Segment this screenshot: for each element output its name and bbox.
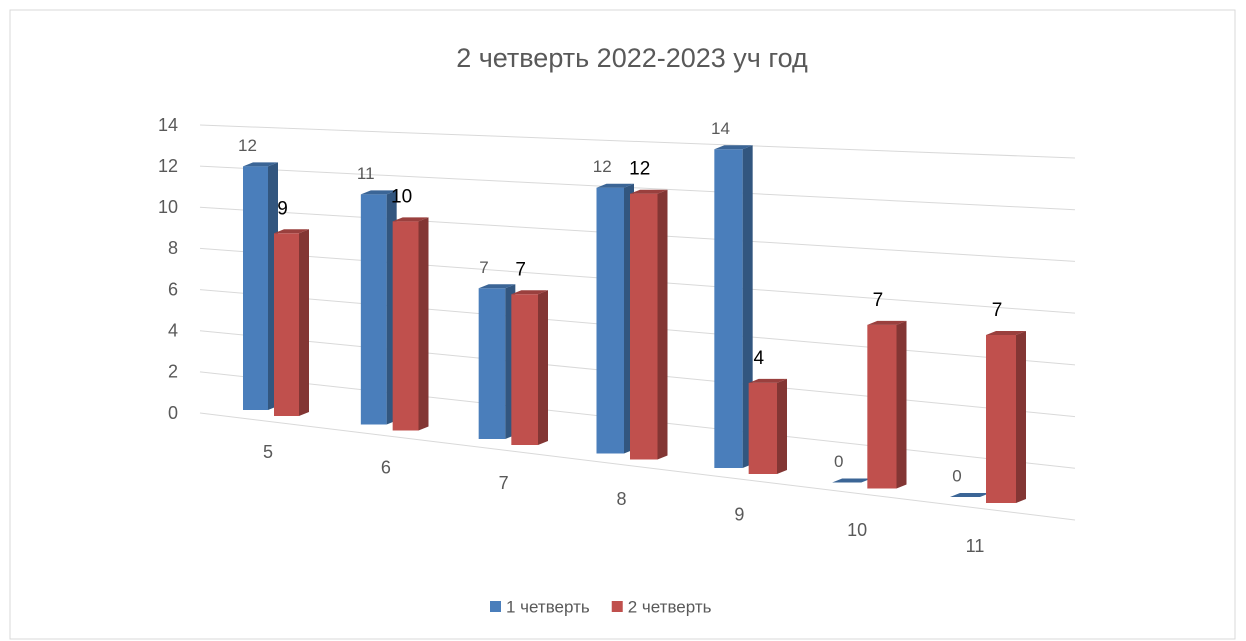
bar-front (867, 324, 897, 489)
bar (748, 378, 787, 474)
bar-front (748, 382, 777, 474)
bar-side (538, 290, 548, 445)
bar-front (714, 149, 743, 468)
data-label: 11 (357, 164, 375, 183)
bar-top (274, 229, 309, 234)
data-label: 7 (873, 290, 884, 311)
bar-top (832, 478, 872, 483)
bar-front (274, 233, 299, 416)
y-tick-label: 2 (168, 362, 178, 382)
bar-top (360, 190, 397, 195)
y-tick-label: 6 (168, 279, 178, 299)
y-tick-label: 12 (158, 156, 178, 176)
y-tick-label: 8 (168, 238, 178, 258)
bar (867, 320, 907, 489)
x-tick-label: 9 (734, 504, 744, 524)
legend-label: 1 четверть (506, 597, 590, 616)
legend-swatch (490, 601, 501, 612)
bar-top (986, 331, 1026, 335)
grid-line (199, 412, 1076, 521)
bar-top (392, 217, 429, 222)
data-label: 12 (593, 157, 612, 176)
bar-front (511, 294, 538, 445)
bar (714, 145, 753, 468)
bar (832, 478, 872, 483)
bar-front (360, 194, 387, 425)
x-tick-label: 8 (616, 489, 626, 509)
legend-label: 2 четверть (628, 597, 712, 616)
data-label: 4 (754, 348, 765, 369)
bar (392, 217, 429, 431)
bar (360, 190, 397, 425)
x-tick-label: 5 (263, 442, 273, 462)
data-label: 7 (992, 300, 1003, 321)
bar-side (657, 189, 668, 460)
bar (274, 229, 309, 416)
data-label: 7 (479, 258, 488, 277)
chart-title: 2 четверть 2022-2023 уч год (456, 43, 808, 73)
x-tick-label: 7 (499, 473, 509, 493)
y-tick-label: 10 (158, 197, 178, 217)
bar-front (478, 288, 506, 439)
bar-front (596, 187, 624, 454)
bar-top (867, 320, 907, 325)
bar (986, 331, 1026, 503)
data-label: 0 (834, 452, 843, 471)
bar-top (596, 183, 634, 188)
x-tick-label: 11 (966, 536, 985, 556)
bar (950, 493, 990, 497)
x-tick-label: 10 (847, 520, 867, 540)
bar-side (418, 217, 429, 431)
bar-top (714, 145, 753, 150)
bar-side (777, 378, 787, 474)
data-label: 10 (391, 186, 412, 207)
data-label: 14 (711, 119, 730, 138)
bar (596, 183, 634, 454)
bar (630, 189, 668, 460)
grid-line (199, 124, 1076, 159)
bar-front (243, 166, 268, 410)
data-label: 12 (629, 159, 650, 180)
bar-top (243, 162, 278, 167)
bar-front (630, 193, 658, 460)
data-label: 9 (277, 198, 288, 219)
bar-side (896, 320, 907, 489)
legend-swatch (611, 601, 623, 612)
x-tick-label: 6 (381, 457, 391, 477)
bar-top (478, 284, 516, 289)
bar-top (950, 493, 990, 497)
bar-top (748, 378, 787, 383)
data-label: 12 (238, 136, 257, 155)
bar-top (511, 290, 548, 295)
bar-side (1016, 331, 1026, 503)
bar-top (630, 189, 668, 194)
grid-line (199, 165, 1076, 211)
y-tick-label: 4 (168, 320, 178, 340)
bar (243, 162, 278, 410)
y-tick-label: 0 (168, 403, 178, 423)
bar (478, 284, 516, 439)
bar-front (392, 221, 419, 431)
data-label: 0 (952, 466, 961, 485)
bar-side (299, 229, 309, 416)
data-label: 7 (515, 259, 526, 280)
y-tick-label: 14 (158, 115, 178, 135)
bar (511, 290, 548, 445)
bar-front (986, 335, 1016, 503)
